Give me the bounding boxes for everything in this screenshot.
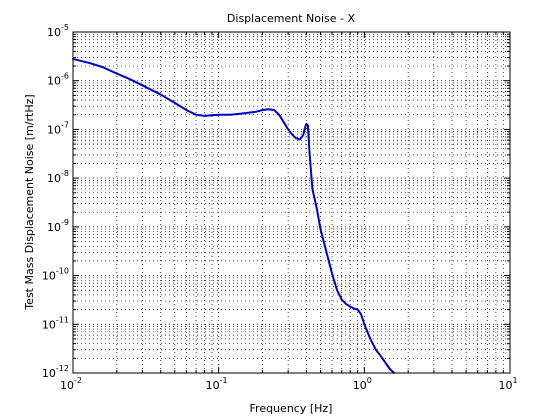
series-line: [72, 57, 396, 374]
chart-title: Displacement Noise - X: [227, 12, 356, 25]
x-tick-label: 10-2: [60, 376, 82, 392]
y-tick-label: 10-7: [47, 120, 69, 136]
x-axis-label: Frequency [Hz]: [250, 402, 333, 415]
x-tick-label: 100: [353, 376, 372, 392]
x-tick-label: 10-1: [206, 376, 228, 392]
y-tick-labels: 10-12 10-11 10-10 10-9 10-8 10-7 10-6 10-5: [42, 23, 69, 380]
x-tick-labels: 10-2 10-1 100 101: [60, 376, 518, 392]
y-axis-label: Test Mass Displacement Noise [m/rtHz]: [23, 94, 36, 310]
x-tick-label: 101: [498, 376, 517, 392]
y-tick-label: 10-11: [42, 315, 69, 331]
plot-area: [73, 32, 510, 373]
y-tick-label: 10-9: [47, 218, 69, 234]
y-tick-label: 10-6: [47, 72, 69, 88]
y-tick-label: 10-12: [42, 364, 69, 380]
y-tick-label: 10-8: [47, 169, 69, 185]
series-layer: [72, 57, 396, 374]
y-tick-label: 10-10: [42, 267, 69, 283]
tick-marks: [72, 32, 510, 374]
y-tick-label: 10-5: [47, 23, 69, 39]
plot-frame: [72, 31, 511, 374]
grid-lines: [73, 32, 510, 373]
